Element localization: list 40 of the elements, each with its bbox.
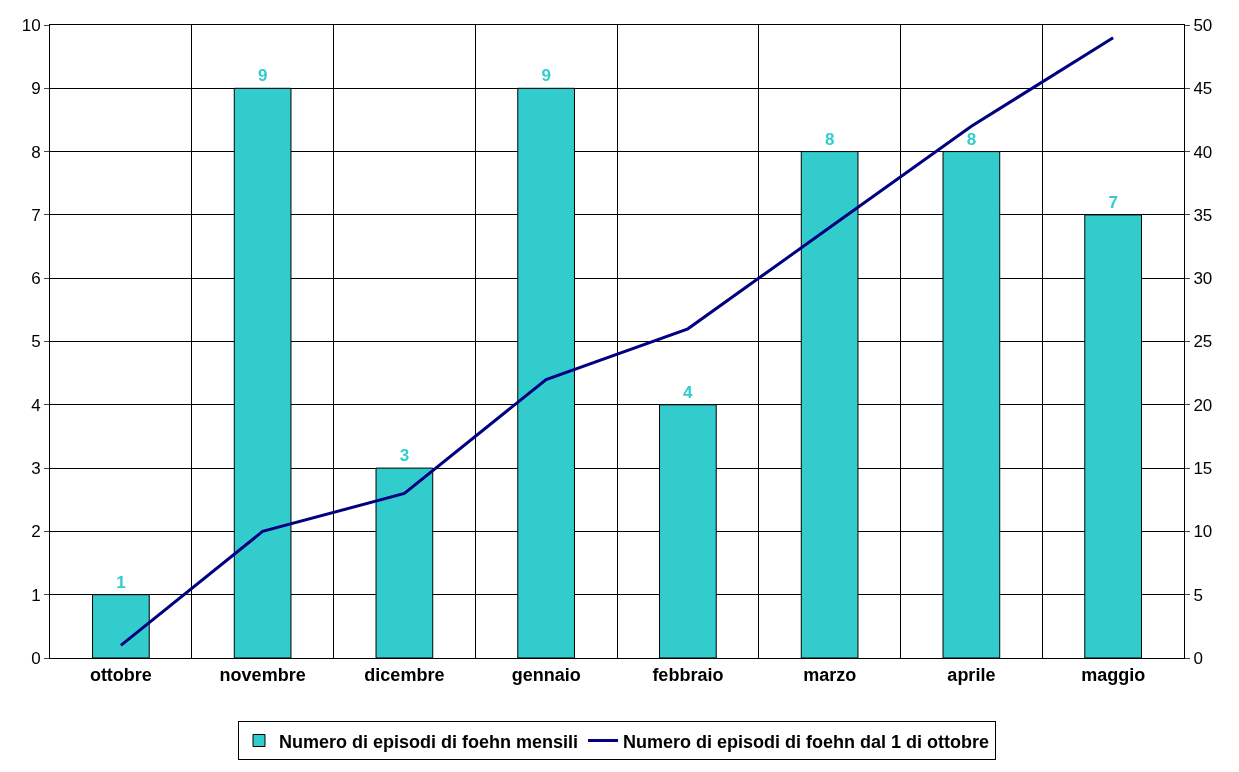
y2-tick-label: 25 [1193, 332, 1213, 352]
x-tick-label: marzo [803, 664, 857, 685]
x-tick-label: maggio [1081, 664, 1146, 685]
data-label: 3 [399, 446, 410, 466]
y2-tick-label: 35 [1193, 205, 1213, 225]
y-tick-label: 6 [31, 269, 41, 289]
y-tick-label: 4 [31, 395, 41, 415]
y-tick-label: 5 [31, 332, 41, 352]
y-tick-label: 1 [31, 585, 41, 605]
x-tick-label: novembre [219, 664, 306, 685]
data-label: 8 [966, 129, 977, 149]
legend-label: Numero di episodi di foehn mensili [279, 731, 579, 752]
y2-tick-label: 10 [1193, 522, 1213, 542]
y2-tick-label: 0 [1193, 648, 1203, 668]
y-tick-label: 7 [31, 205, 41, 225]
y2-tick-label: 15 [1193, 459, 1213, 479]
data-label: 1 [116, 572, 126, 592]
y2-tick-label: 40 [1193, 142, 1213, 162]
legend-label: Numero di episodi di foehn dal 1 di ottobre [623, 731, 990, 752]
y-tick-label: 9 [31, 79, 41, 99]
data-label: 7 [1108, 192, 1118, 212]
y2-tick-label: 5 [1193, 585, 1203, 605]
x-tick-label: dicembre [364, 664, 445, 685]
y2-tick-label: 50 [1193, 15, 1213, 35]
y-tick-label: 3 [31, 459, 41, 479]
y2-tick-label: 30 [1193, 269, 1213, 289]
data-label: 9 [541, 66, 551, 86]
data-label: 8 [824, 129, 835, 149]
y-tick-label: 0 [31, 648, 41, 668]
x-tick-label: aprile [947, 664, 996, 685]
y-tick-label: 2 [31, 522, 41, 542]
y2-tick-label: 45 [1193, 79, 1213, 99]
x-tick-label: ottobre [89, 664, 152, 685]
y-tick-label: 8 [31, 142, 41, 162]
x-tick-label: febbraio [652, 664, 724, 685]
data-label: 4 [682, 382, 693, 402]
data-label: 9 [257, 66, 268, 86]
x-tick-label: gennaio [511, 664, 581, 685]
y-tick-label: 10 [21, 15, 41, 35]
y2-tick-label: 20 [1193, 395, 1213, 415]
